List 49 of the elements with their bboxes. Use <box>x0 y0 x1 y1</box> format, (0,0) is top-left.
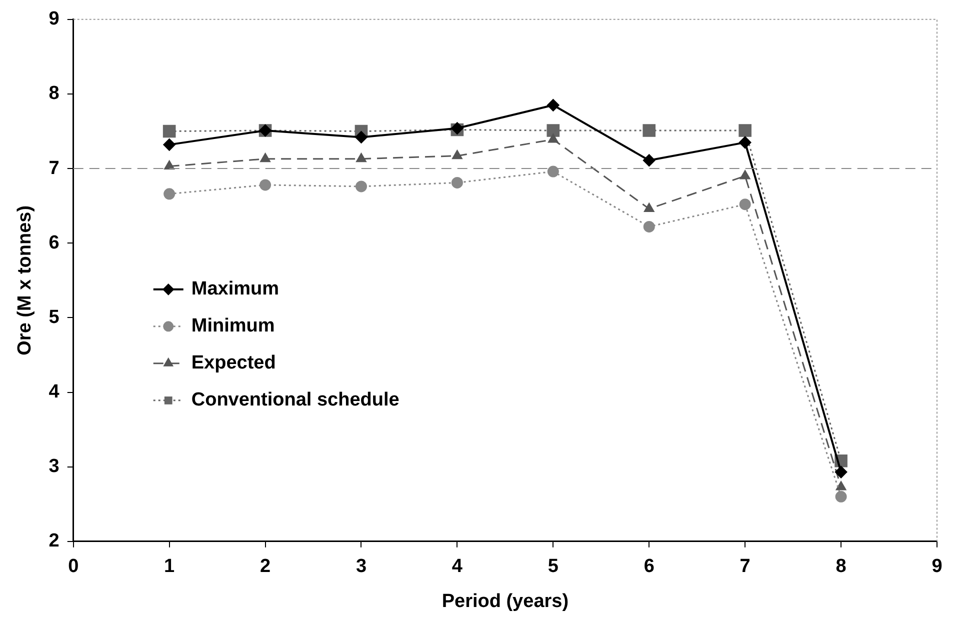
x-tick-label: 1 <box>164 556 176 578</box>
x-tick-label: 5 <box>548 556 559 578</box>
point <box>738 124 752 137</box>
x-tick-label: 9 <box>932 556 942 578</box>
legend-label: Minimum <box>191 316 275 337</box>
y-tick-label: 7 <box>48 158 60 179</box>
point <box>547 99 560 112</box>
legend-label: Expected <box>191 352 276 374</box>
point <box>356 153 366 162</box>
point <box>643 220 655 232</box>
point <box>163 138 176 151</box>
point <box>260 179 272 191</box>
point <box>546 124 560 137</box>
x-tick-label: 8 <box>836 556 846 578</box>
point <box>643 154 656 166</box>
point <box>164 188 176 200</box>
y-tick-label: 3 <box>48 456 60 478</box>
y-tick-label: 8 <box>48 83 60 104</box>
y-tick-label: 9 <box>48 8 60 30</box>
legend-label: Conventional schedule <box>191 390 400 411</box>
point <box>835 466 848 478</box>
point <box>835 490 847 502</box>
x-tick-label: 3 <box>356 556 367 578</box>
y-axis-title: Ore (M x tonnes) <box>14 205 36 356</box>
point <box>451 176 463 188</box>
y-tick-label: 6 <box>48 232 60 254</box>
y-tick-label: 5 <box>48 306 60 328</box>
point <box>547 166 559 178</box>
point <box>355 131 368 144</box>
point <box>355 180 367 192</box>
point <box>644 203 654 212</box>
legend-label: Maximum <box>191 278 280 300</box>
x-axis-title: Period (years) <box>442 590 569 612</box>
point <box>642 124 656 137</box>
point <box>260 153 270 162</box>
y-tick-label: 2 <box>48 530 60 552</box>
point <box>740 170 750 180</box>
point <box>739 136 752 148</box>
x-tick-label: 4 <box>452 556 463 578</box>
point <box>836 481 846 490</box>
point <box>452 150 462 160</box>
point <box>548 134 558 143</box>
x-tick-label: 6 <box>644 556 654 578</box>
x-tick-label: 2 <box>260 556 271 578</box>
x-tick-label: 7 <box>740 556 750 578</box>
y-tick-label: 4 <box>48 381 60 402</box>
x-tick-label: 0 <box>68 556 79 578</box>
point <box>739 198 751 210</box>
point <box>162 124 176 138</box>
